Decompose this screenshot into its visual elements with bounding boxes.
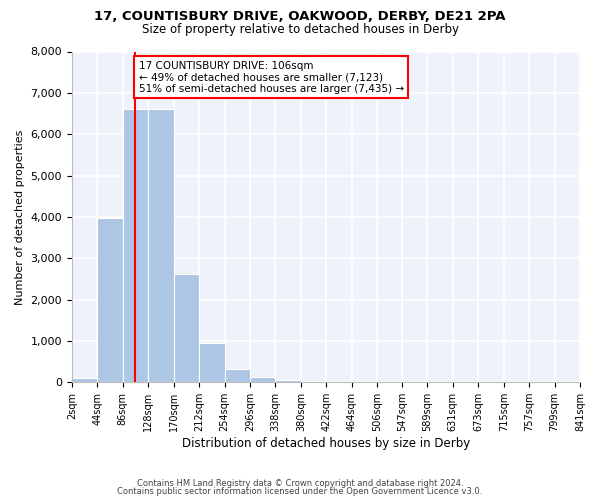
Bar — [173, 274, 199, 382]
Text: Size of property relative to detached houses in Derby: Size of property relative to detached ho… — [142, 22, 458, 36]
Bar — [301, 381, 326, 382]
Bar — [224, 368, 250, 382]
Text: 17, COUNTISBURY DRIVE, OAKWOOD, DERBY, DE21 2PA: 17, COUNTISBURY DRIVE, OAKWOOD, DERBY, D… — [94, 10, 506, 23]
Text: 17 COUNTISBURY DRIVE: 106sqm
← 49% of detached houses are smaller (7,123)
51% of: 17 COUNTISBURY DRIVE: 106sqm ← 49% of de… — [139, 60, 404, 94]
Bar — [275, 380, 301, 382]
Bar — [72, 378, 97, 382]
Bar — [97, 218, 123, 382]
Text: Contains public sector information licensed under the Open Government Licence v3: Contains public sector information licen… — [118, 487, 482, 496]
Bar — [123, 108, 148, 382]
Text: Contains HM Land Registry data © Crown copyright and database right 2024.: Contains HM Land Registry data © Crown c… — [137, 478, 463, 488]
Y-axis label: Number of detached properties: Number of detached properties — [15, 129, 25, 304]
Bar — [148, 108, 173, 382]
Bar — [250, 378, 275, 382]
X-axis label: Distribution of detached houses by size in Derby: Distribution of detached houses by size … — [182, 437, 470, 450]
Bar — [199, 343, 224, 382]
